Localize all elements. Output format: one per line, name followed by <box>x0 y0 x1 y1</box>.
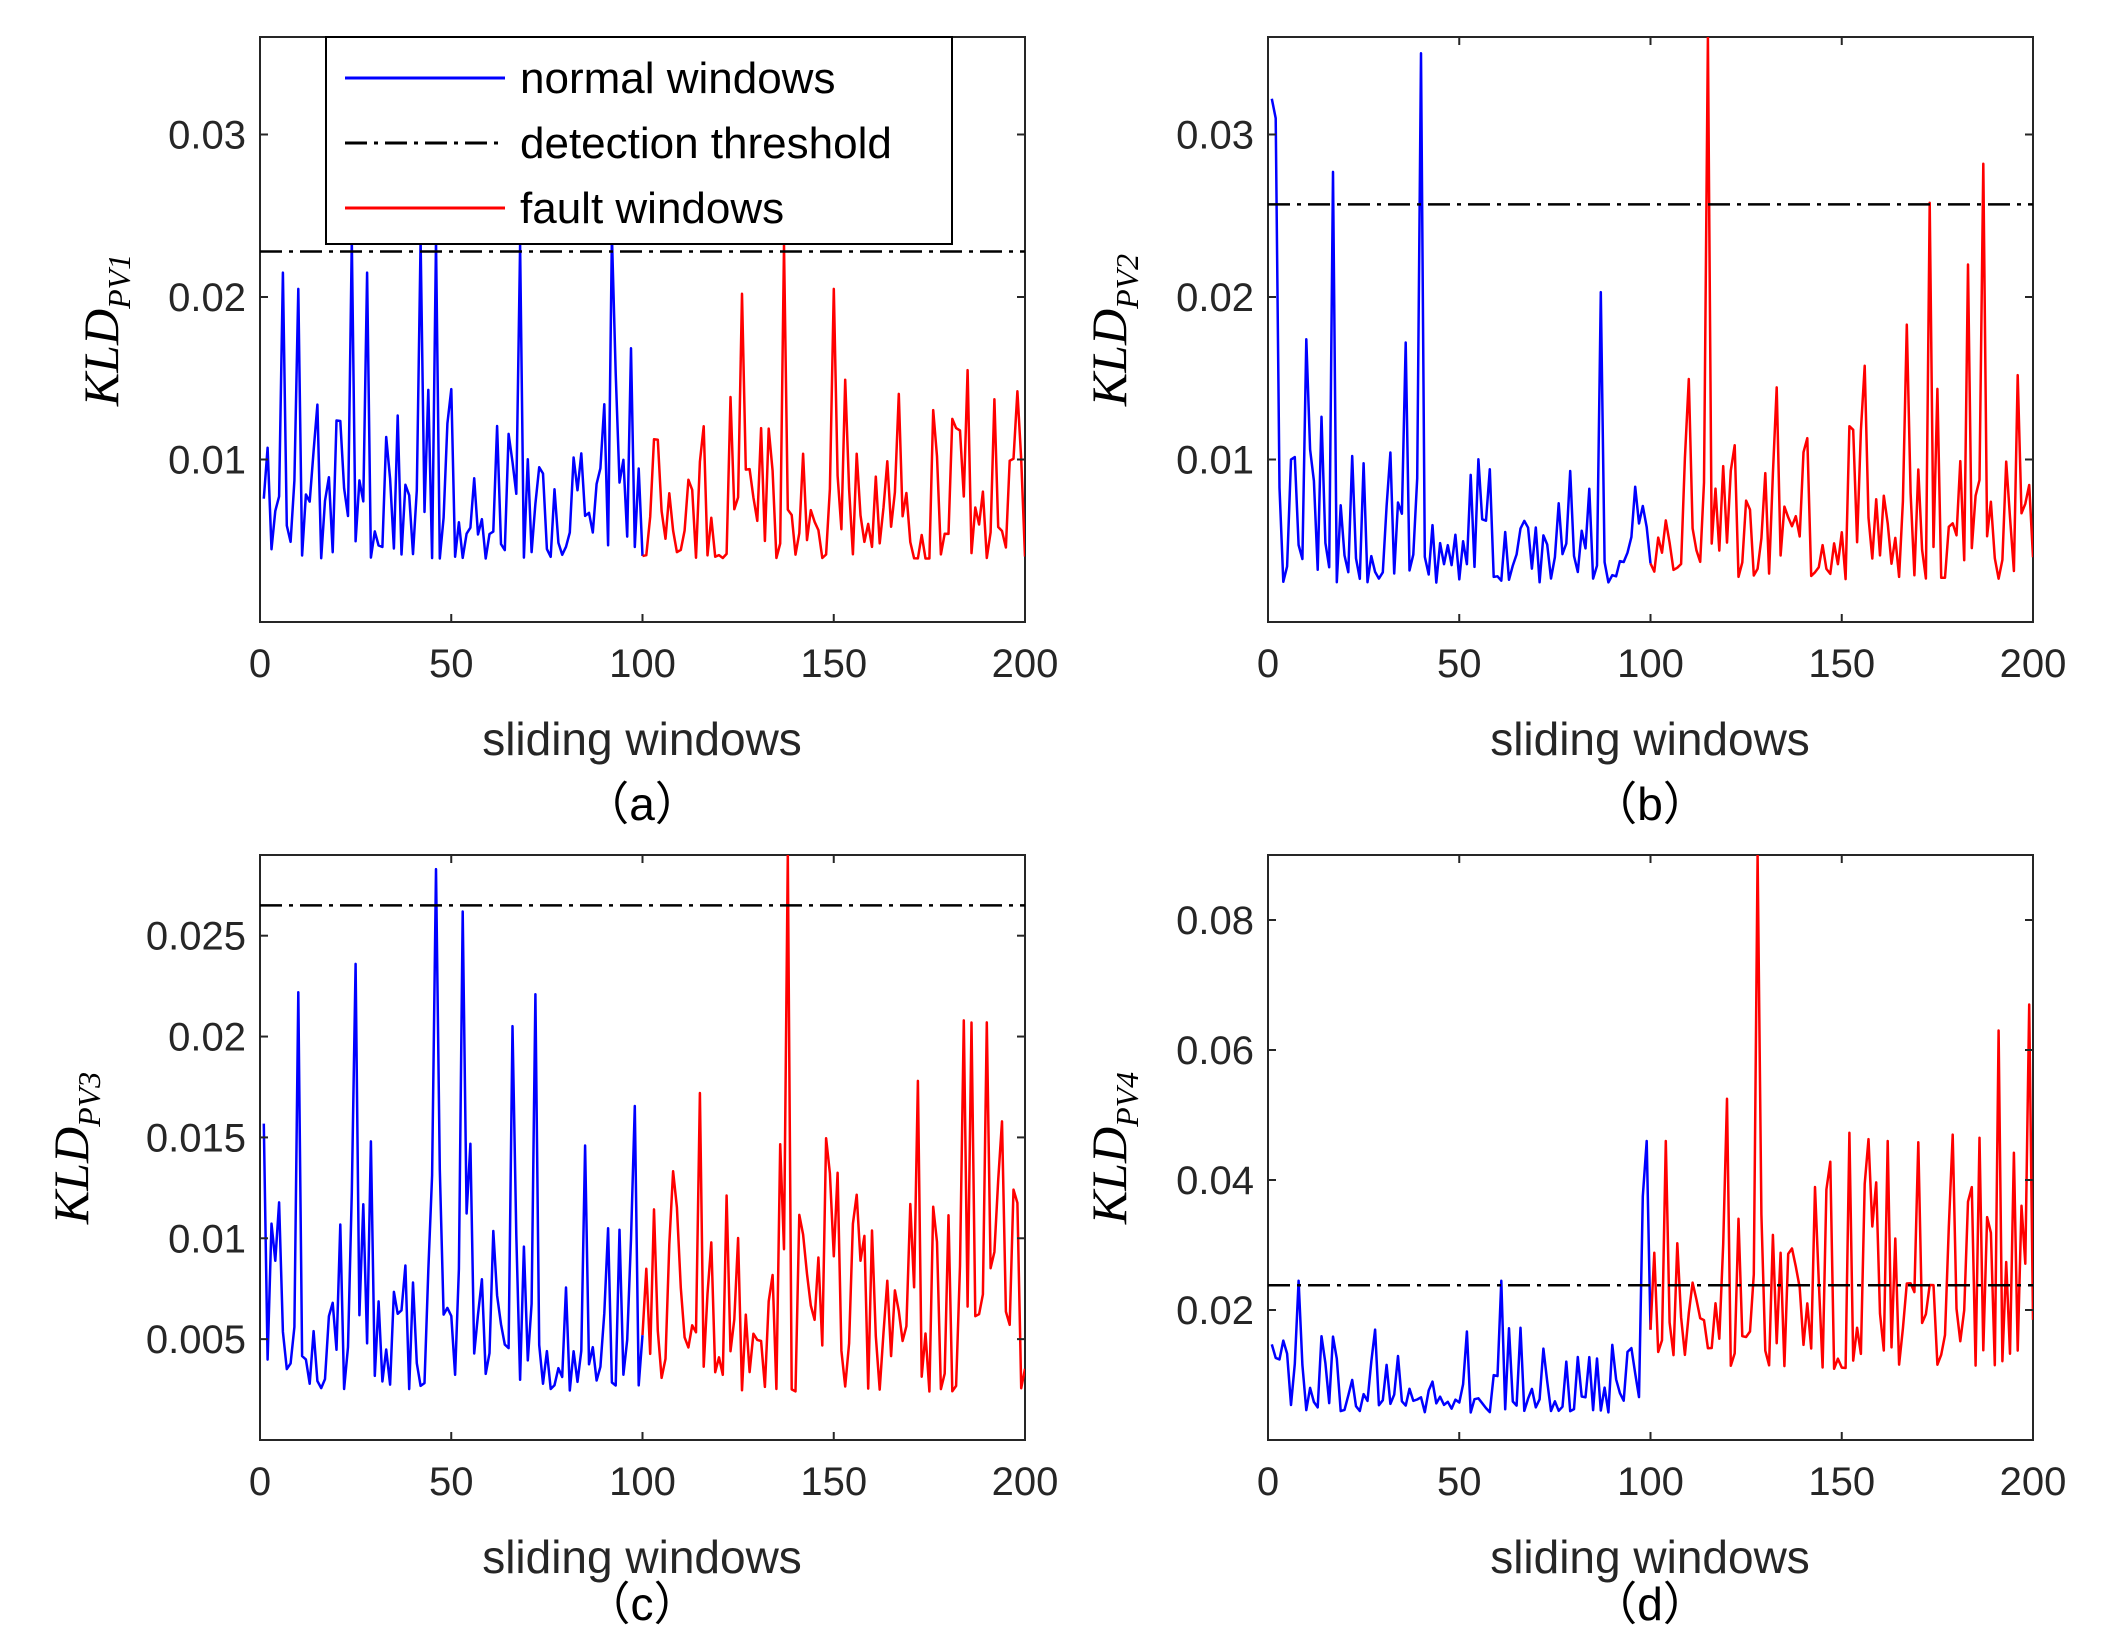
y-tick-label: 0.02 <box>168 1016 246 1060</box>
x-tick-label: 150 <box>800 1460 867 1504</box>
normal-windows-line <box>1270 1139 1652 1414</box>
normal-windows-line <box>262 233 644 560</box>
panel-d: 0 50 100 150 200 0.02 0.04 0.06 0.08 sliding win… <box>1081 854 2066 1630</box>
y-label-sub: PV1 <box>101 254 137 310</box>
x-tick-label: 200 <box>992 642 1059 686</box>
plot-frame <box>1267 854 2034 1441</box>
panel-c: 0 50 100 150 200 0.005 0.01 0.015 0.02 0.025 slid… <box>43 854 1058 1630</box>
y-tick-label: 0.01 <box>168 1217 246 1261</box>
x-tick-label: 50 <box>429 1460 474 1504</box>
y-tick-label: 0.06 <box>1176 1029 1254 1073</box>
y-tick-label: 0.03 <box>1176 114 1254 158</box>
x-tick-label: 100 <box>1617 1460 1684 1504</box>
y-axis-label: KLDPV2 <box>1081 254 1145 407</box>
fault-windows-line <box>1649 855 2033 1371</box>
y-tick-label: 0.025 <box>146 915 246 959</box>
y-label-main: KLD <box>1081 309 1137 407</box>
y-tick-label: 0.02 <box>1176 1289 1254 1333</box>
y-label-sub: PV4 <box>1109 1072 1145 1128</box>
y-tick-label: 0.04 <box>1176 1159 1254 1203</box>
x-axis-label: sliding windows <box>1490 1531 1810 1583</box>
normal-windows-line <box>1270 51 1652 584</box>
tick-group: 0 50 100 150 200 0.02 0.04 0.06 0.08 <box>1176 855 2066 1504</box>
x-tick-label: 50 <box>1437 1460 1482 1504</box>
x-axis-label: sliding windows <box>1490 713 1810 765</box>
x-tick-label: 200 <box>2000 1460 2067 1504</box>
x-tick-label: 50 <box>1437 642 1482 686</box>
x-tick-label: 0 <box>1257 1460 1279 1504</box>
series-group <box>260 855 1025 1393</box>
y-axis-label: KLDPV1 <box>73 254 137 407</box>
y-label-main: KLD <box>43 1127 99 1225</box>
y-tick-label: 0.03 <box>168 114 246 158</box>
series-group <box>1268 37 2033 584</box>
fault-windows-line <box>642 243 1025 560</box>
x-axis-label: sliding windows <box>482 713 802 765</box>
svg-text:KLDPV2: KLDPV2 <box>1081 254 1145 407</box>
tick-group: 0 50 100 150 200 0.005 0.01 0.015 0.02 0.025 <box>146 855 1058 1504</box>
x-tick-label: 0 <box>249 1460 271 1504</box>
fault-windows-line <box>641 855 1025 1393</box>
panel-a: 0 50 100 150 200 0.01 0.02 0.03 sliding windows… <box>73 36 1058 830</box>
panel-caption: （c） <box>585 1578 700 1630</box>
legend-fault-label: fault windows <box>520 184 784 233</box>
y-tick-label: 0.02 <box>168 276 246 320</box>
x-tick-label: 200 <box>2000 642 2067 686</box>
x-tick-label: 100 <box>609 642 676 686</box>
y-axis-label: KLDPV3 <box>43 1072 107 1225</box>
svg-text:KLDPV1: KLDPV1 <box>73 254 137 407</box>
y-label-sub: PV3 <box>71 1072 107 1128</box>
x-tick-label: 150 <box>1808 642 1875 686</box>
svg-text:KLDPV3: KLDPV3 <box>43 1072 107 1225</box>
svg-text:KLDPV4: KLDPV4 <box>1081 1072 1145 1225</box>
series-group <box>1268 855 2033 1414</box>
normal-windows-line <box>262 867 644 1392</box>
y-axis-label: KLDPV4 <box>1081 1072 1145 1225</box>
x-axis-label: sliding windows <box>482 1531 802 1583</box>
x-tick-label: 200 <box>992 1460 1059 1504</box>
x-tick-label: 150 <box>1808 1460 1875 1504</box>
fault-windows-line <box>1649 37 2033 581</box>
series-group <box>260 233 1025 560</box>
x-tick-label: 150 <box>800 642 867 686</box>
tick-group: 0 50 100 150 200 0.01 0.02 0.03 <box>1176 37 2066 686</box>
panel-b: 0 50 100 150 200 0.01 0.02 0.03 sliding windows… <box>1081 36 2066 830</box>
x-tick-label: 100 <box>609 1460 676 1504</box>
x-tick-label: 50 <box>429 642 474 686</box>
y-label-main: KLD <box>73 309 129 407</box>
y-tick-label: 0.01 <box>1176 439 1254 483</box>
plot-frame <box>1267 36 2034 623</box>
y-tick-label: 0.01 <box>168 439 246 483</box>
tick-group: 0 50 100 150 200 0.01 0.02 0.03 <box>168 37 1058 686</box>
legend-threshold-label: detection threshold <box>520 119 892 168</box>
panel-caption: （b） <box>1591 778 1709 830</box>
legend: normal windows detection threshold fault… <box>325 36 953 245</box>
panel-caption: （a） <box>583 778 701 830</box>
legend-normal-label: normal windows <box>520 54 835 103</box>
y-label-sub: PV2 <box>1109 254 1145 310</box>
panel-caption: （d） <box>1591 1578 1709 1630</box>
y-label-main: KLD <box>1081 1127 1137 1225</box>
y-tick-label: 0.02 <box>1176 276 1254 320</box>
y-tick-label: 0.015 <box>146 1116 246 1160</box>
y-tick-label: 0.08 <box>1176 899 1254 943</box>
x-tick-label: 100 <box>1617 642 1684 686</box>
x-tick-label: 0 <box>249 642 271 686</box>
x-tick-label: 0 <box>1257 642 1279 686</box>
y-tick-label: 0.005 <box>146 1318 246 1362</box>
